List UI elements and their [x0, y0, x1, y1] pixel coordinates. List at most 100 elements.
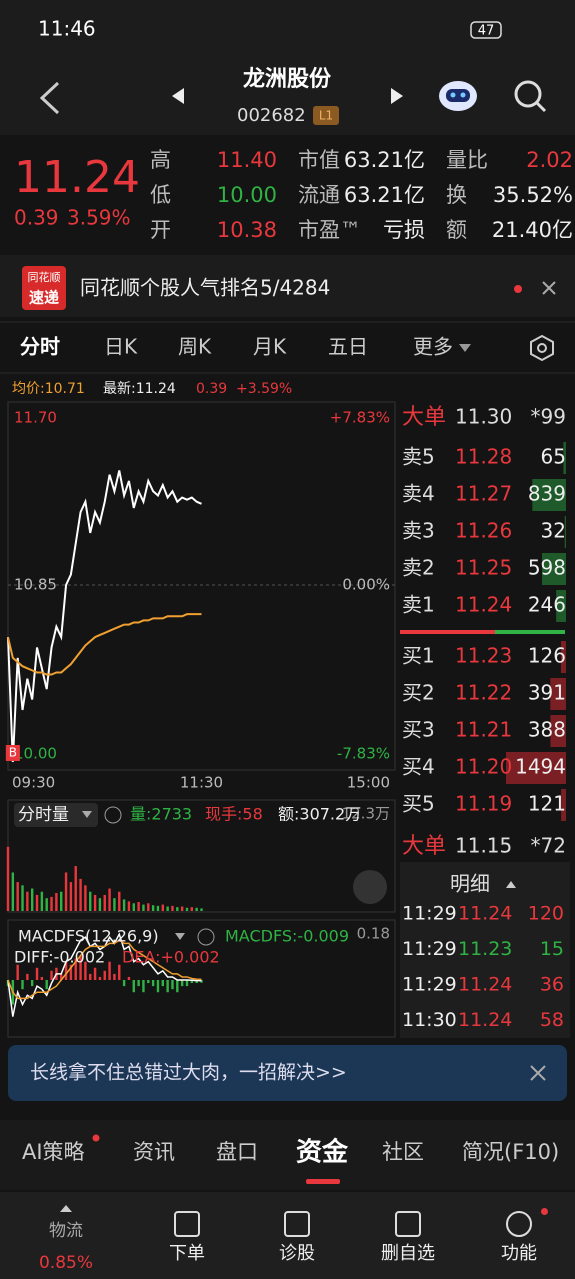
price-change: 0.39 — [14, 206, 59, 230]
volume-bar — [166, 906, 169, 911]
logo-text: 同花顺 — [28, 271, 61, 284]
expand-icon[interactable] — [60, 1205, 72, 1212]
fullscreen-button[interactable] — [353, 870, 387, 904]
volume-bar — [35, 894, 39, 911]
stock-name: 龙洲股份 — [243, 67, 332, 92]
toolbar-icon[interactable] — [284, 1211, 310, 1237]
volume-bar — [550, 715, 566, 747]
book-volume: *72 — [531, 834, 566, 858]
volume-bar — [64, 872, 68, 911]
macd-bar — [89, 973, 92, 980]
stat-label: 市盈™ — [298, 218, 361, 242]
volume-bar — [137, 902, 140, 911]
trade-volume: 36 — [540, 974, 564, 996]
volume-info: 现手:58 — [205, 805, 263, 824]
toolbar-item[interactable]: 删自选 — [381, 1243, 435, 1264]
volume-selector[interactable] — [14, 803, 98, 827]
book-split-green — [495, 630, 565, 634]
book-volume: 1494 — [515, 755, 566, 779]
ad-text[interactable]: 长线拿不住总错过大肉，一招解决>> — [30, 1061, 347, 1084]
toolbar-item[interactable]: 下单 — [169, 1243, 205, 1264]
ad-bar[interactable] — [8, 1045, 567, 1101]
toolbar-icon[interactable] — [395, 1211, 421, 1237]
level-badge — [313, 106, 339, 125]
detail-title[interactable]: 明细 — [450, 872, 490, 896]
macd-bar — [118, 964, 121, 980]
toolbar-item[interactable]: 功能 — [501, 1243, 537, 1264]
bottom-tab[interactable]: AI策略 — [22, 1140, 85, 1164]
latest-price: 最新:11.24 — [103, 381, 176, 397]
macd-bar — [156, 980, 160, 993]
macd-title[interactable]: MACDFS(12,26,9) — [18, 927, 159, 946]
book-volume: 121 — [528, 792, 566, 816]
ad-close[interactable] — [530, 1065, 546, 1081]
macd-bar — [69, 964, 73, 980]
chart-tab[interactable]: 分时 — [20, 335, 60, 359]
chart-tab[interactable]: 更多 — [413, 335, 453, 359]
banner-logo — [22, 266, 66, 310]
book-label: 买2 — [402, 681, 435, 705]
stat-value: 63.21亿 — [344, 148, 425, 172]
chart-tab[interactable]: 周K — [178, 335, 212, 359]
volume-info: 量:2733 — [130, 805, 192, 824]
macd-bar — [171, 980, 174, 990]
book-price: 11.30 — [455, 405, 512, 429]
buy-marker-label: B — [9, 746, 17, 760]
banner-text[interactable]: 同花顺个股人气排名5/4284 — [80, 276, 330, 300]
assistant-icon[interactable] — [439, 81, 477, 111]
chart-tab[interactable]: 月K — [253, 335, 287, 359]
volume-bar — [21, 885, 24, 911]
toolbar-item[interactable]: 诊股 — [279, 1243, 315, 1264]
tabbar-bg — [0, 1120, 575, 1190]
volume-bar — [560, 641, 566, 673]
trade-price: 11.24 — [458, 974, 512, 996]
banner-close[interactable] — [542, 281, 556, 295]
bottom-tab[interactable]: 资金 — [296, 1137, 349, 1168]
book-price: 11.23 — [455, 644, 512, 668]
chart-tab[interactable]: 日K — [104, 335, 138, 359]
prev-stock[interactable] — [172, 88, 184, 104]
back-button[interactable] — [39, 81, 60, 115]
next-stock[interactable] — [391, 88, 403, 104]
settings-icon[interactable] — [530, 334, 554, 362]
volume-bar — [541, 553, 566, 585]
volume-bar — [563, 442, 566, 474]
macd-info: DIFF:-0.002 — [14, 948, 105, 967]
volume-bar — [6, 846, 10, 911]
bottom-tab[interactable]: 社区 — [382, 1140, 424, 1164]
book-label: 卖5 — [402, 445, 435, 469]
bottom-tab[interactable]: 简况(F10) — [462, 1140, 559, 1164]
book-price: 11.24 — [455, 593, 512, 617]
status-time: 11:46 — [38, 17, 96, 41]
volume-bar — [506, 752, 566, 784]
volume-bar — [93, 894, 97, 911]
macd-bar — [98, 976, 102, 980]
macd-bar — [64, 961, 68, 980]
y-tick-label: 0.18 — [357, 925, 390, 943]
bottom-tab[interactable]: 资讯 — [133, 1140, 175, 1164]
toolbar-stock[interactable]: 物流 — [49, 1221, 83, 1241]
book-price: 11.26 — [455, 519, 512, 543]
volume-bar — [108, 888, 111, 911]
stat-label: 高 — [150, 148, 171, 172]
stat-value: 35.52% — [493, 183, 573, 207]
toolbar-icon[interactable] — [174, 1211, 200, 1237]
book-label: 买3 — [402, 718, 435, 742]
toolbar-icon[interactable] — [506, 1211, 532, 1237]
avg-price: 均价:10.71 — [12, 381, 85, 397]
book-label: 卖3 — [402, 519, 435, 543]
macd-bar — [16, 964, 19, 980]
book-volume: 246 — [528, 593, 566, 617]
help-icon[interactable] — [104, 806, 122, 824]
volume-bar — [561, 789, 566, 821]
macd-bar — [35, 967, 39, 980]
help-icon[interactable] — [197, 928, 215, 946]
bottom-tab[interactable]: 盘口 — [216, 1140, 258, 1164]
chart-tab[interactable]: 五日 — [328, 335, 368, 359]
macd-bar — [176, 980, 179, 993]
macd-bar — [50, 970, 53, 980]
tab-dot — [92, 1134, 100, 1142]
trade-time: 11:30 — [402, 1009, 457, 1031]
banner-dot — [514, 285, 522, 293]
search-icon[interactable] — [514, 80, 547, 113]
